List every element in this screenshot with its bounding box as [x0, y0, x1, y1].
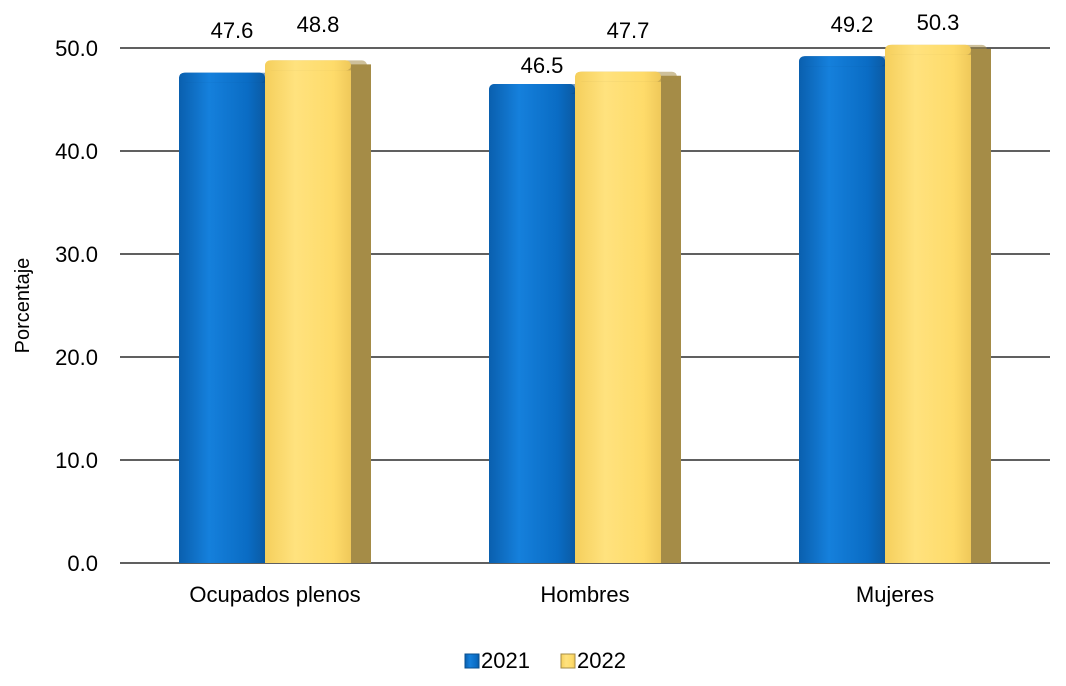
bar-cap-front: [885, 44, 971, 55]
bar-side: [967, 48, 991, 564]
bar-face-base: [489, 92, 575, 564]
y-axis-title: Porcentaje: [12, 258, 34, 354]
bar-side: [657, 75, 681, 563]
bar-2022-1: [575, 71, 681, 563]
bar-face-base: [265, 68, 351, 564]
bar-cap-front: [489, 84, 575, 95]
bar-cap-front: [265, 60, 351, 71]
y-axis-ticks: 0.0 10.0 20.0 30.0 40.0 50.0: [55, 36, 98, 576]
bar-face-base: [799, 64, 885, 564]
data-labels: 47.6 48.8 46.5 47.7 49.2 50.3: [211, 10, 960, 78]
y-tick-label: 50.0: [55, 36, 98, 61]
y-tick-label: 30.0: [55, 242, 98, 267]
legend-swatch-2022: [560, 653, 576, 669]
y-tick-label: 40.0: [55, 139, 98, 164]
data-label-2021-0: 47.6: [211, 18, 254, 43]
bars: [179, 44, 991, 564]
bar-face-base: [575, 79, 661, 563]
bar-2021-0: [179, 72, 285, 563]
bar-cap-front: [799, 56, 885, 67]
y-tick-label: 10.0: [55, 448, 98, 473]
x-axis-categories: Ocupados plenos Hombres Mujeres: [189, 582, 934, 607]
bar-cap-front: [179, 72, 265, 83]
y-tick-label: 20.0: [55, 345, 98, 370]
bar-face-base: [885, 52, 971, 563]
legend: 2021 2022: [464, 648, 626, 673]
bar-2022-0: [265, 60, 371, 564]
category-label-1: Hombres: [540, 582, 629, 607]
legend-swatch-2021: [464, 653, 480, 669]
bar-face-base: [179, 80, 265, 563]
bar-2021-2: [799, 56, 905, 564]
data-label-2022-2: 50.3: [917, 10, 960, 35]
data-label-2021-1: 46.5: [521, 53, 564, 78]
bar-2022-2: [885, 44, 991, 564]
bar-side: [347, 64, 371, 564]
bar-cap-front: [575, 71, 661, 82]
data-label-2021-2: 49.2: [831, 12, 874, 37]
y-tick-label: 0.0: [67, 551, 98, 576]
data-label-2022-0: 48.8: [297, 12, 340, 37]
data-label-2022-1: 47.7: [607, 18, 650, 43]
legend-label-2022: 2022: [577, 648, 626, 673]
category-label-0: Ocupados plenos: [189, 582, 360, 607]
category-label-2: Mujeres: [856, 582, 934, 607]
legend-label-2021: 2021: [481, 648, 530, 673]
